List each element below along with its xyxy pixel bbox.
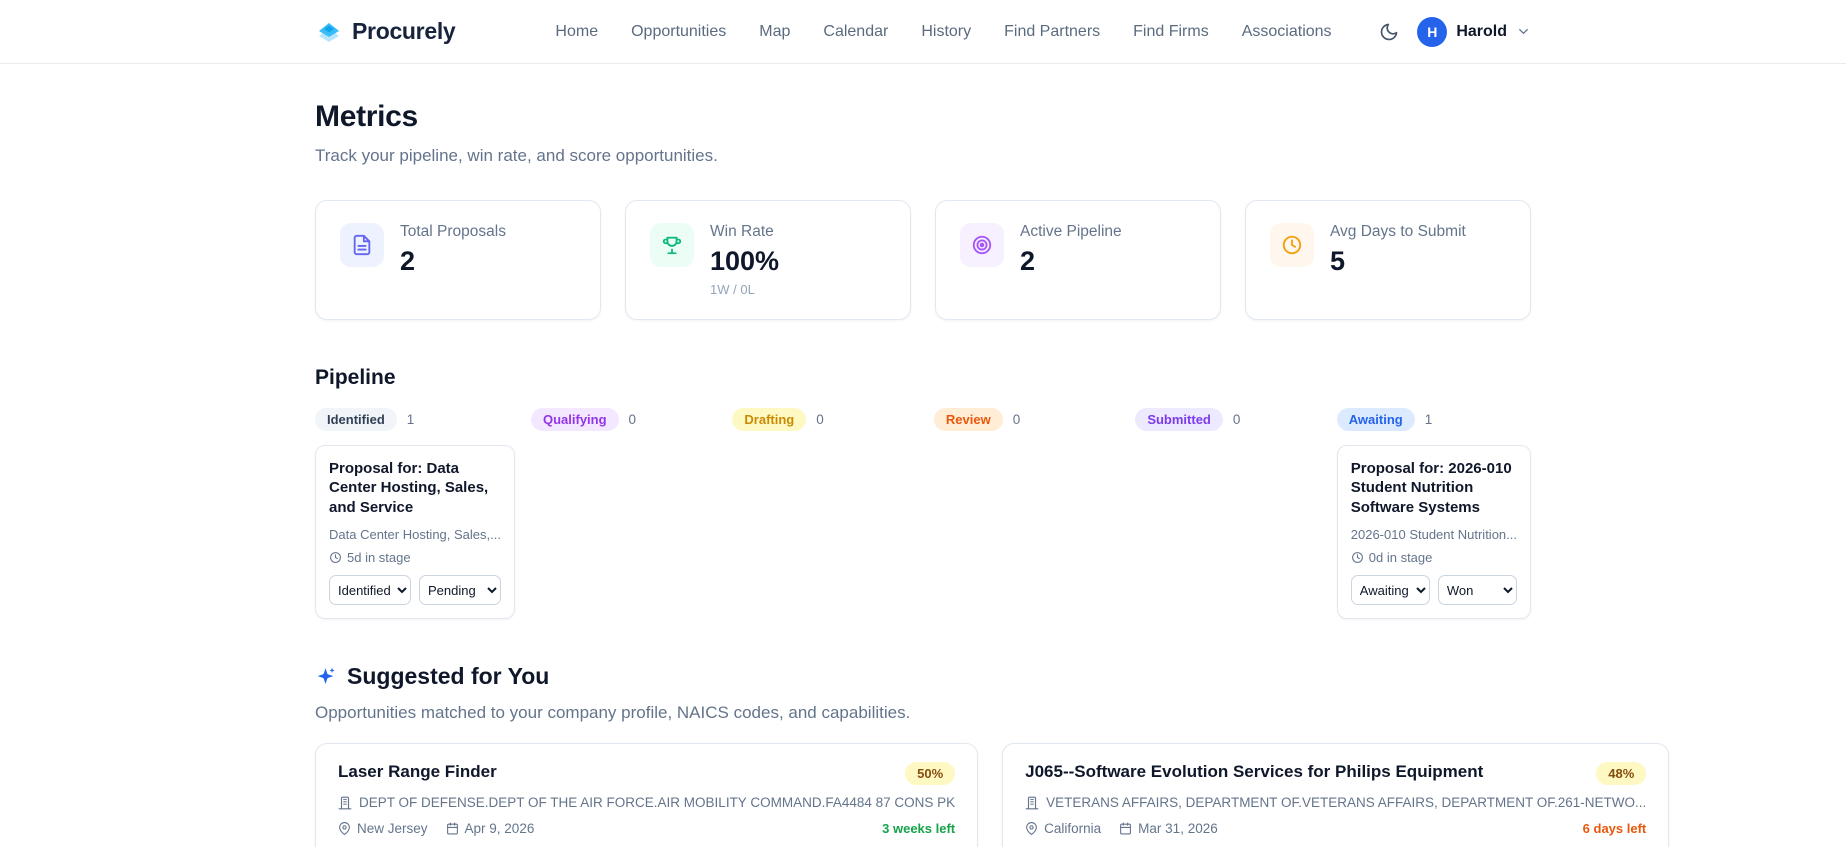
stage-column-qualifying: Qualifying 0	[530, 407, 716, 431]
avatar: H	[1417, 16, 1448, 47]
map-pin-icon	[338, 822, 351, 836]
metric-card-active-pipeline: Active Pipeline 2	[935, 200, 1221, 320]
stage-time: 0d in stage	[1368, 550, 1433, 566]
metric-value: 5	[1330, 246, 1346, 276]
proposal-title: Proposal for: Data Center Hosting, Sales…	[329, 459, 489, 517]
stage-column-identified: Identified 1 Proposal for: Data Center H…	[315, 407, 515, 620]
stage-count: 0	[628, 411, 637, 427]
metric-card-total-proposals: Total Proposals 2	[315, 200, 601, 320]
nav-link-find-firms[interactable]: Find Firms	[1133, 22, 1209, 40]
opportunity-location: New Jersey	[357, 821, 428, 837]
metric-value: 2	[1020, 246, 1036, 276]
stage-badge: Drafting	[732, 407, 807, 431]
proposal-title: Proposal for: 2026-010 Student Nutrition…	[1350, 459, 1512, 517]
stage-column-submitted: Submitted 0	[1135, 407, 1320, 431]
brand-link[interactable]: Procurely	[315, 18, 456, 46]
agency-name: DEPT OF DEFENSE.DEPT OF THE AIR FORCE.AI…	[359, 795, 956, 811]
proposal-subtitle: 2026-010 Student Nutrition...	[1350, 527, 1517, 543]
stage-badge: Review	[933, 407, 1003, 431]
map-pin-icon	[1025, 822, 1038, 836]
nav-link-history[interactable]: History	[921, 22, 972, 40]
suggested-cards: Laser Range Finder 50% DEPT OF DEFENSE.D…	[315, 743, 1670, 847]
metric-label: Avg Days to Submit	[1330, 223, 1466, 240]
metric-label: Total Proposals	[400, 223, 506, 240]
opportunity-date: Apr 9, 2026	[464, 821, 535, 837]
agency-name: VETERANS AFFAIRS, DEPARTMENT OF.VETERANS…	[1046, 795, 1647, 811]
sparkles-icon	[315, 666, 336, 687]
dark-mode-toggle[interactable]	[1379, 22, 1399, 42]
calendar-icon	[446, 822, 459, 835]
main-nav: Home Opportunities Map Calendar History …	[555, 23, 1331, 41]
calendar-icon	[1119, 822, 1132, 835]
target-icon	[960, 223, 1004, 267]
stage-count: 0	[1232, 411, 1241, 427]
stage-count: 1	[406, 411, 415, 427]
stage-count: 1	[1424, 411, 1433, 427]
metric-card-win-rate: Win Rate 100% 1W / 0L	[625, 200, 911, 320]
metric-subvalue: 1W / 0L	[710, 281, 755, 297]
top-navbar: Procurely Home Opportunities Map Calenda…	[0, 0, 1846, 64]
page-subtitle: Track your pipeline, win rate, and score…	[315, 146, 718, 165]
status-select[interactable]: Won	[1437, 575, 1518, 606]
clock-icon	[329, 551, 342, 564]
opportunity-title: Laser Range Finder	[338, 762, 497, 782]
stage-column-awaiting: Awaiting 1 Proposal for: 2026-010 Studen…	[1336, 407, 1531, 620]
nav-link-map[interactable]: Map	[759, 22, 791, 40]
opportunity-title: J065--Software Evolution Services for Ph…	[1025, 762, 1484, 782]
stage-count: 0	[1012, 411, 1021, 427]
status-select[interactable]: Pending	[419, 575, 501, 606]
metric-label: Win Rate	[710, 223, 774, 240]
stage-badge: Identified	[315, 407, 397, 431]
clock-icon	[1351, 551, 1364, 564]
proposal-card[interactable]: Proposal for: Data Center Hosting, Sales…	[315, 444, 515, 620]
stage-badge: Awaiting	[1336, 407, 1415, 431]
moon-icon	[1379, 22, 1399, 42]
match-score-badge: 48%	[1596, 762, 1647, 786]
nav-link-find-partners[interactable]: Find Partners	[1004, 22, 1101, 40]
metric-value: 2	[400, 246, 416, 276]
building-icon	[338, 796, 352, 810]
stage-select[interactable]: Identified	[329, 575, 411, 606]
stage-select[interactable]: Awaiting	[1350, 575, 1430, 606]
pipeline-title: Pipeline	[315, 365, 396, 389]
opportunity-location: California	[1044, 821, 1102, 837]
chevron-down-icon	[1516, 24, 1531, 39]
suggested-title: Suggested for You	[347, 663, 550, 690]
stage-count: 0	[816, 411, 824, 427]
stage-column-review: Review 0	[933, 407, 1119, 431]
nav-link-calendar[interactable]: Calendar	[823, 22, 889, 40]
metric-cards: Total Proposals 2 Win Rate 100% 1W / 0L …	[315, 200, 1531, 320]
stage-badge: Submitted	[1135, 407, 1223, 431]
opportunity-date: Mar 31, 2026	[1138, 821, 1218, 837]
user-menu[interactable]: H Harold	[1417, 16, 1531, 47]
building-icon	[1025, 796, 1039, 810]
nav-link-home[interactable]: Home	[555, 22, 599, 40]
metric-value: 100%	[710, 246, 780, 276]
procurely-logo-icon	[315, 18, 343, 46]
deadline-remaining: 6 days left	[1582, 821, 1647, 837]
metric-card-avg-days: Avg Days to Submit 5	[1245, 200, 1531, 320]
file-icon	[340, 223, 384, 267]
user-name: Harold	[1456, 22, 1507, 40]
brand-name: Procurely	[352, 18, 456, 44]
match-score-badge: 50%	[905, 762, 956, 786]
opportunity-card[interactable]: J065--Software Evolution Services for Ph…	[1002, 743, 1670, 847]
suggested-subtitle: Opportunities matched to your company pr…	[315, 703, 911, 723]
proposal-card[interactable]: Proposal for: 2026-010 Student Nutrition…	[1336, 444, 1531, 620]
pipeline-board: Identified 1 Proposal for: Data Center H…	[315, 407, 1531, 620]
clock-icon	[1270, 223, 1314, 267]
stage-badge: Qualifying	[530, 407, 619, 431]
trophy-icon	[650, 223, 694, 267]
metric-label: Active Pipeline	[1020, 223, 1122, 240]
deadline-remaining: 3 weeks left	[882, 821, 956, 837]
opportunity-card[interactable]: Laser Range Finder 50% DEPT OF DEFENSE.D…	[315, 743, 979, 847]
stage-time: 5d in stage	[347, 550, 411, 566]
proposal-subtitle: Data Center Hosting, Sales,...	[329, 527, 501, 543]
stage-column-drafting: Drafting 0	[732, 407, 917, 431]
page-title: Metrics	[315, 100, 418, 133]
nav-link-opportunities[interactable]: Opportunities	[631, 22, 727, 40]
nav-link-associations[interactable]: Associations	[1241, 22, 1332, 40]
